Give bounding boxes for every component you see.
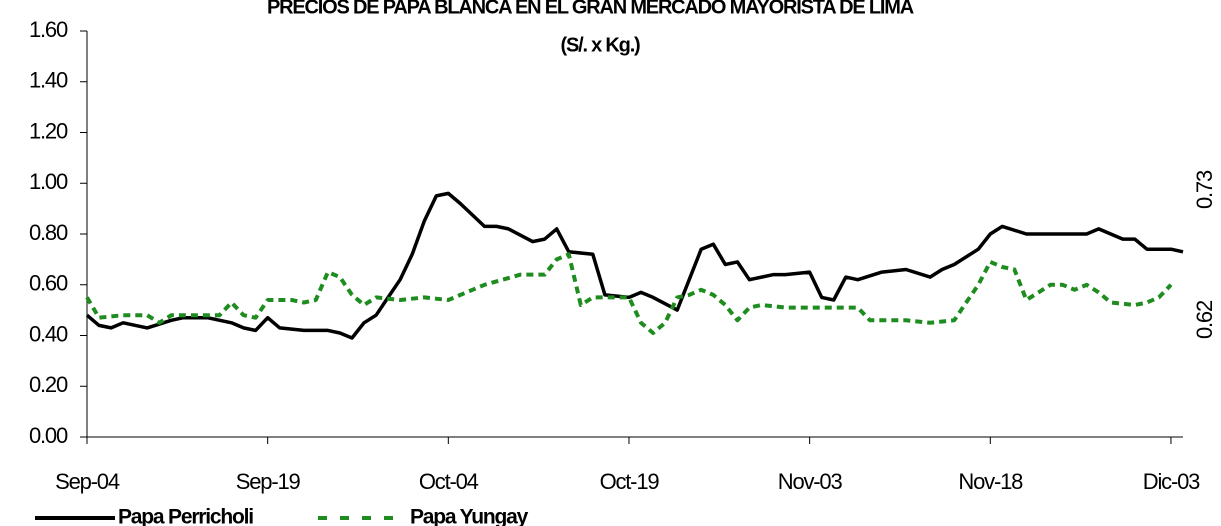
x-tick-label: Nov-18 [958, 469, 1023, 494]
x-tick-label: Oct-04 [419, 469, 479, 494]
x-tick-label: Sep-19 [236, 469, 301, 494]
annotation: 0.73 [1192, 170, 1217, 209]
legend-label: Papa Yungay [410, 506, 529, 526]
y-tick-label: 0.00 [29, 423, 68, 448]
y-tick-label: 0.60 [29, 271, 68, 296]
y-tick-label: 1.20 [29, 118, 68, 143]
y-tick-label: 0.20 [29, 372, 68, 397]
annotation: 0.62 [1192, 300, 1217, 339]
y-tick-label: 1.40 [29, 68, 68, 93]
legend-label: Papa Perricholi [118, 506, 253, 526]
y-tick-label: 1.60 [29, 17, 68, 42]
x-tick-label: Nov-03 [778, 469, 843, 494]
y-tick-label: 1.00 [29, 169, 68, 194]
y-tick-label: 0.80 [29, 220, 68, 245]
series-line [85, 252, 1173, 335]
x-tick-label: Sep-04 [55, 469, 120, 494]
x-tick-label: Dic-03 [1143, 469, 1200, 494]
series-line [85, 191, 1184, 340]
y-tick-label: 0.40 [29, 321, 68, 346]
x-tick-label: Oct-19 [600, 469, 660, 494]
chart-subtitle: (S/. x Kg.) [560, 34, 640, 56]
chart-title: PRECIOS DE PAPA BLANCA EN EL GRAN MERCAD… [267, 0, 914, 18]
